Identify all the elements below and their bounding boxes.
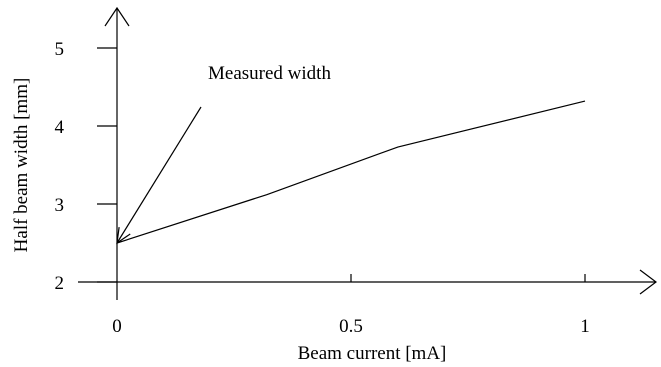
y-axis-title: Half beam width [mm]	[11, 78, 32, 253]
y-tick-label: 4	[55, 117, 65, 138]
series-line	[116, 100, 586, 244]
series-layer	[116, 100, 586, 244]
x-axis-arrowhead	[639, 269, 657, 295]
annotation-layer: Measured width	[116, 63, 331, 245]
y-tick-label: 3	[55, 195, 65, 216]
ticks: 0 0.5 1 2 3 4 5	[55, 39, 590, 337]
x-tick-label: 0.5	[339, 316, 363, 337]
annotation-label: Measured width	[208, 63, 331, 84]
y-tick-label: 5	[55, 39, 65, 60]
x-axis-title: Beam current [mA]	[298, 343, 447, 364]
y-axis-arrowhead	[104, 6, 130, 27]
annotation-arrow-shaft	[116, 106, 202, 244]
axes	[78, 6, 657, 300]
x-tick-label: 1	[580, 316, 590, 337]
x-tick-label: 0	[112, 316, 122, 337]
annotation-arrowhead	[116, 227, 131, 245]
y-tick-label: 2	[55, 273, 65, 294]
